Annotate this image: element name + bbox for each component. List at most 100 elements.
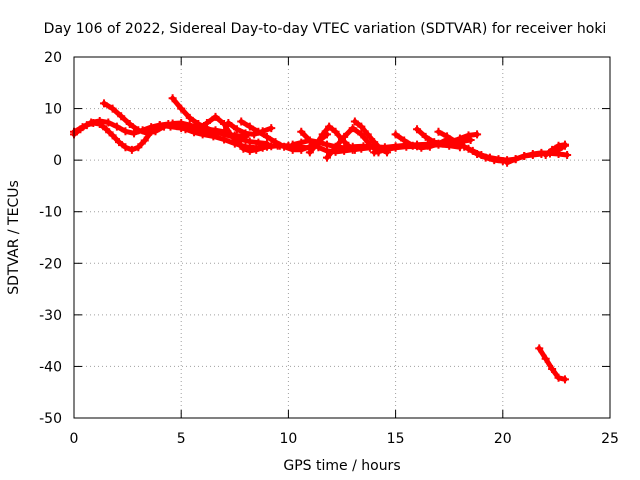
data-point [127, 145, 136, 154]
data-point [112, 122, 121, 131]
data-point [413, 125, 422, 134]
data-point [254, 138, 263, 147]
data-point [408, 141, 417, 150]
data-point [168, 94, 177, 103]
data-point [239, 144, 248, 153]
data-point [520, 152, 529, 161]
data-point [254, 127, 263, 136]
data-point [134, 143, 143, 152]
x-tick-label: 5 [177, 431, 186, 447]
data-point [430, 138, 439, 147]
data-point [117, 112, 126, 121]
x-tick-label: 25 [601, 431, 619, 447]
series-t19 [541, 140, 569, 159]
series-line [307, 124, 358, 155]
data-point [357, 144, 366, 153]
data-point [121, 143, 130, 152]
data-point [425, 142, 434, 151]
data-point [434, 127, 443, 136]
data-point [340, 146, 349, 155]
data-point [288, 140, 297, 149]
x-axis-ticks: 0 5 10 15 20 25 [70, 57, 619, 447]
data-point [473, 130, 482, 139]
data-point [548, 145, 557, 154]
y-tick-label: 0 [53, 153, 62, 169]
data-point [211, 112, 220, 121]
data-point [121, 127, 130, 136]
data-point [262, 132, 271, 141]
data-point [267, 142, 276, 151]
data-point [535, 344, 544, 353]
data-point [554, 373, 563, 382]
data-point [438, 139, 447, 148]
data-point [271, 138, 280, 147]
data-point [443, 132, 452, 141]
chart-title: Day 106 of 2022, Sidereal Day-to-day VTE… [44, 21, 607, 37]
grid-lines [74, 57, 610, 418]
y-tick-label: -10 [39, 205, 62, 221]
data-point [541, 150, 550, 159]
data-point [400, 136, 409, 145]
y-tick-label: -20 [39, 256, 62, 272]
data-point [241, 129, 250, 138]
y-tick-label: -30 [39, 308, 62, 324]
series-t6 [224, 119, 276, 139]
data-point [548, 365, 557, 374]
data-point [104, 118, 113, 127]
data-point [108, 131, 117, 140]
data-point [305, 136, 314, 145]
x-axis-label: GPS time / hours [283, 458, 400, 474]
data-point [177, 119, 186, 128]
data-point [305, 148, 314, 157]
series-t17 [455, 140, 507, 166]
data-point [331, 127, 340, 136]
data-point [258, 143, 267, 152]
data-point [125, 120, 134, 129]
y-tick-label: -40 [39, 359, 62, 375]
data-point [511, 155, 520, 164]
data-point [370, 148, 379, 157]
data-point [232, 138, 241, 147]
y-tick-label: -50 [39, 411, 62, 427]
data-point [340, 132, 349, 141]
data-point [100, 99, 109, 108]
data-point [232, 125, 241, 134]
data-point [297, 127, 306, 136]
x-tick-label: 10 [279, 431, 297, 447]
data-point [370, 138, 379, 147]
data-point [224, 119, 233, 128]
data-point [451, 137, 460, 146]
data-point [391, 143, 400, 152]
data-point [252, 145, 261, 154]
data-point [380, 145, 389, 154]
data-point [421, 132, 430, 141]
data-point [177, 104, 186, 113]
data-point [134, 126, 143, 135]
data-point [455, 140, 464, 149]
data-point [108, 104, 117, 113]
data-point [541, 354, 550, 363]
data-point [280, 142, 289, 151]
data-point [142, 129, 151, 138]
x-tick-label: 20 [494, 431, 512, 447]
data-point [185, 121, 194, 130]
y-axis-label: SDTVAR / TECUs [6, 180, 22, 295]
data-point [554, 141, 563, 150]
data-point [560, 140, 569, 149]
data-point [211, 127, 220, 136]
data-point [102, 125, 111, 134]
data-point [245, 146, 254, 155]
data-point [473, 149, 482, 158]
data-point [140, 136, 149, 145]
data-point [363, 130, 372, 139]
data-point [245, 137, 254, 146]
data-point [464, 144, 473, 153]
series-t5 [194, 112, 293, 155]
data-point [503, 158, 512, 167]
data-point [202, 119, 211, 128]
data-point [350, 117, 359, 126]
data-point [115, 138, 124, 147]
series-t15 [413, 125, 482, 148]
series-t10 [305, 122, 359, 157]
data-point [194, 125, 203, 134]
